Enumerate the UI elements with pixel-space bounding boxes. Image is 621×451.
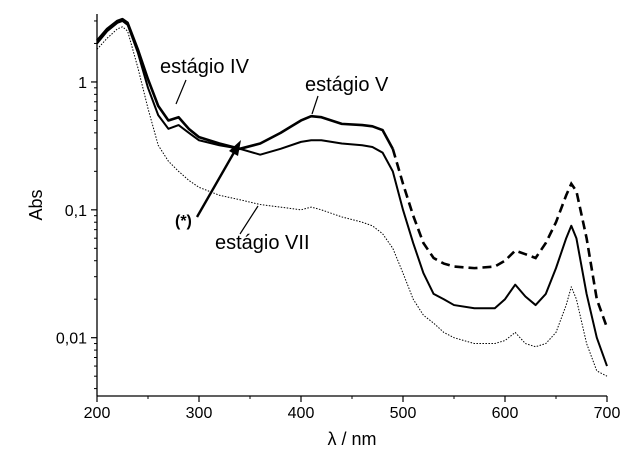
series-line-estagio-vii bbox=[96, 26, 608, 377]
ticks-layer: 200 300 400 500 600 700 0,01 0,1 1 bbox=[56, 20, 621, 422]
x-tick-label: 300 bbox=[186, 405, 213, 422]
x-tick-label: 200 bbox=[84, 405, 111, 422]
series-line-estagio-iv-dashed bbox=[391, 148, 609, 329]
y-tick-label: 0,1 bbox=[65, 203, 87, 220]
annotation-star: (*) bbox=[175, 213, 192, 230]
series-line-estagio-v bbox=[96, 19, 608, 367]
annotation-estagio-iv: estágio IV bbox=[160, 56, 250, 78]
x-tick-label: 600 bbox=[492, 405, 519, 422]
y-axis-label: Abs bbox=[26, 189, 46, 220]
annotation-star-arrow bbox=[195, 148, 238, 218]
annotation-star-arrowhead bbox=[229, 140, 241, 156]
annotation-estagio-v: estágio V bbox=[305, 74, 389, 96]
annotation-estagio-vii: estágio VII bbox=[215, 232, 310, 254]
y-tick-label: 1 bbox=[78, 75, 87, 92]
y-tick-label: 0,01 bbox=[56, 331, 87, 348]
annotation-estagio-vii-leader bbox=[239, 205, 259, 235]
annotation-estagio-v-leader bbox=[311, 95, 319, 115]
x-tick-label: 500 bbox=[390, 405, 417, 422]
x-axis-label: λ / nm bbox=[327, 429, 376, 449]
annotation-estagio-iv-leader bbox=[175, 79, 187, 105]
x-tick-label: 700 bbox=[594, 405, 621, 422]
series-line-estagio-iv bbox=[96, 17, 394, 151]
x-tick-label: 400 bbox=[288, 405, 315, 422]
series-layer bbox=[96, 17, 609, 377]
